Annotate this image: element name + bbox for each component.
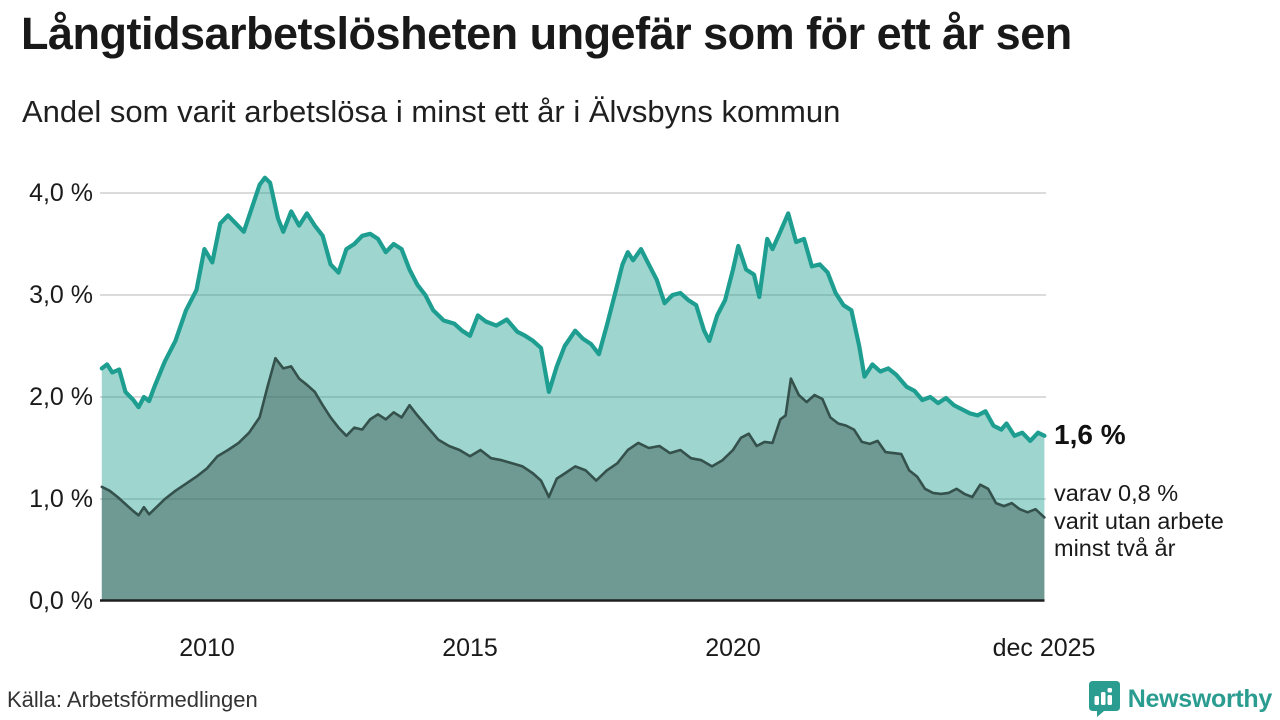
x-axis-labels: 2010 2015 2020 dec 2025 xyxy=(0,634,1280,668)
chart-title: Långtidsarbetslösheten ungefär som för e… xyxy=(21,8,1072,59)
y-tick-label: 4,0 % xyxy=(29,179,93,207)
x-tick-label: 2020 xyxy=(705,634,761,662)
source-attribution: Källa: Arbetsförmedlingen xyxy=(7,687,258,712)
y-tick-label: 2,0 % xyxy=(29,383,93,411)
y-tick-label: 0,0 % xyxy=(29,587,93,615)
y-tick-label: 3,0 % xyxy=(29,281,93,309)
x-tick-label: 2010 xyxy=(179,634,235,662)
y-axis-labels: 4,0 % 3,0 % 2,0 % 1,0 % 0,0 % xyxy=(0,0,93,720)
latest-value-label: 1,6 % xyxy=(1054,419,1126,450)
secondary-series-note: varav 0,8 % varit utan arbete minst två … xyxy=(1054,480,1224,561)
newsworthy-bubble-chart-icon xyxy=(1088,681,1120,717)
x-tick-label: dec 2025 xyxy=(992,634,1096,662)
newsworthy-wordmark: Newsworthy xyxy=(1127,684,1273,713)
y-tick-label: 1,0 % xyxy=(29,485,93,513)
chart-subtitle: Andel som varit arbetslösa i minst ett å… xyxy=(22,94,841,129)
newsworthy-logo: Newsworthy xyxy=(1088,681,1273,717)
x-tick-label: 2015 xyxy=(442,634,498,662)
